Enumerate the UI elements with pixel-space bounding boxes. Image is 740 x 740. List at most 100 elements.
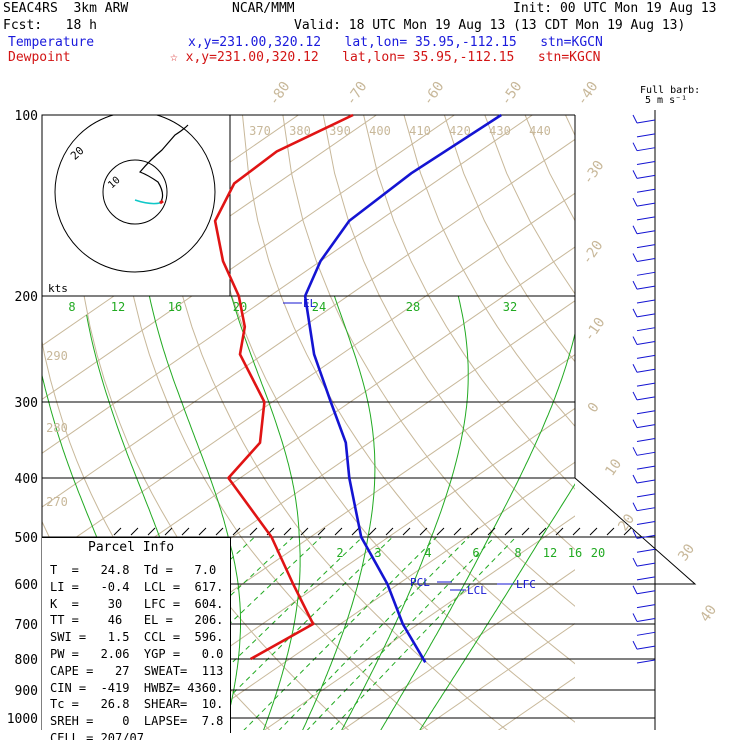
theta-label: 390 bbox=[329, 124, 351, 138]
parcel-info-title: Parcel Info bbox=[88, 540, 175, 555]
mixing-ratio-label: 12 bbox=[111, 300, 125, 314]
wind-barb-shaft bbox=[636, 576, 656, 581]
wind-barb-shaft bbox=[636, 465, 656, 470]
pressure-tick-label: 1000 bbox=[7, 712, 38, 727]
hatch-mark bbox=[113, 527, 122, 536]
isotherm-label: 40 bbox=[697, 602, 720, 625]
hatch-mark bbox=[283, 527, 292, 536]
wind-barb-flag bbox=[632, 114, 638, 124]
temperature-legend-label: Temperature bbox=[8, 35, 95, 50]
wind-barb-shaft bbox=[636, 617, 656, 622]
temperature-profile bbox=[303, 113, 502, 663]
model-label: SEAC4RS 3km ARW bbox=[3, 1, 129, 16]
wind-barb-shaft bbox=[636, 188, 656, 193]
hatch-mark bbox=[181, 527, 190, 536]
wind-barb-shaft bbox=[636, 562, 656, 567]
mixing-ratio-label: 8 bbox=[68, 300, 75, 314]
parcel-info-row: CAPE = 27 SWEAT= 113 bbox=[50, 663, 224, 678]
pressure-tick-label: 600 bbox=[15, 578, 38, 593]
theta-side-label: 280 bbox=[46, 421, 68, 435]
dry-adiabat-line bbox=[565, 115, 575, 137]
hatch-mark bbox=[232, 527, 241, 536]
valid-time: Valid: 18 UTC Mon 19 Aug 13 (13 CDT Mon … bbox=[294, 18, 686, 33]
wind-barb-flag bbox=[632, 585, 638, 594]
parcel-info-row: TT = 46 EL = 206. bbox=[50, 613, 224, 628]
wind-barb bbox=[636, 382, 656, 387]
theta-label: 400 bbox=[369, 124, 391, 138]
wind-barb-flag bbox=[632, 391, 638, 401]
hatch-mark bbox=[538, 527, 547, 536]
isotherm-line bbox=[419, 622, 575, 730]
wind-barb bbox=[632, 336, 656, 346]
hodograph-storm-motion bbox=[159, 199, 164, 205]
wind-barb-shaft bbox=[636, 327, 656, 332]
wind-barb-flag bbox=[632, 253, 638, 262]
wind-barb bbox=[632, 585, 656, 595]
wind-barb-shaft bbox=[636, 521, 656, 526]
wind-barb bbox=[632, 447, 656, 456]
isotherm-line bbox=[42, 192, 575, 562]
wind-barb bbox=[632, 502, 656, 512]
wind-barb-shaft bbox=[636, 410, 656, 415]
wind-barb bbox=[636, 299, 656, 304]
wind-barb bbox=[636, 493, 656, 498]
lfc-level-label: LFC bbox=[516, 578, 536, 591]
dry-adiabat-line bbox=[606, 115, 740, 731]
wind-barb-shaft bbox=[636, 147, 656, 152]
inset-border bbox=[574, 477, 697, 585]
dewpoint-profile bbox=[213, 113, 354, 661]
hatch-mark bbox=[453, 527, 462, 536]
isotherm-label: -40 bbox=[574, 79, 602, 109]
mixing-ratio-line bbox=[330, 536, 517, 730]
parcel-info-row: LI = -0.4 LCL = 617. bbox=[50, 579, 224, 594]
wind-barb bbox=[636, 327, 656, 332]
hatch-mark bbox=[147, 527, 156, 536]
hatch-mark bbox=[249, 527, 258, 536]
wind-barb bbox=[636, 271, 656, 276]
wind-barb bbox=[636, 659, 656, 664]
wind-barb bbox=[636, 410, 656, 415]
isotherm-line bbox=[341, 569, 575, 730]
wind-barb-shaft bbox=[636, 285, 656, 290]
wind-barb-flag bbox=[632, 170, 638, 179]
isotherm-line bbox=[42, 115, 455, 401]
pressure-tick-label: 300 bbox=[15, 396, 38, 411]
wind-barb bbox=[632, 391, 656, 401]
mixing-ratio-label: 6 bbox=[472, 546, 479, 560]
mixing-ratio-line bbox=[306, 536, 496, 730]
wind-barb-flag bbox=[632, 419, 638, 428]
isotherm-label: -80 bbox=[266, 79, 294, 109]
wind-barb bbox=[636, 465, 656, 470]
isotherm-label: 20 bbox=[615, 511, 638, 534]
wind-barb-shaft bbox=[636, 368, 656, 373]
wind-barb-shaft bbox=[636, 534, 656, 539]
pressure-tick-label: 700 bbox=[15, 618, 38, 633]
parcel-info-box: Parcel Info T = 24.8 Td = 7.0 LI = -0.4 L… bbox=[42, 537, 231, 740]
mixing-ratio-label: 8 bbox=[514, 546, 521, 560]
dry-adiabat-line bbox=[242, 115, 575, 665]
hatch-mark bbox=[572, 527, 581, 536]
wind-barb bbox=[636, 161, 656, 166]
isotherm-label: 0 bbox=[585, 400, 603, 416]
mixing-ratio-label: 12 bbox=[543, 546, 557, 560]
mixing-ratio-label: 24 bbox=[312, 300, 326, 314]
mixing-ratio-line bbox=[162, 536, 363, 730]
wind-barb bbox=[636, 133, 656, 138]
wind-barb-flag bbox=[632, 557, 638, 567]
wind-barb bbox=[636, 244, 656, 249]
hodograph-box bbox=[41, 114, 231, 297]
wind-barb-flag bbox=[632, 336, 638, 345]
parcel-info-row: T = 24.8 Td = 7.0 bbox=[50, 563, 217, 577]
wind-barb-shaft bbox=[636, 202, 656, 207]
init-time: Init: 00 UTC Mon 19 Aug 13 bbox=[513, 1, 717, 16]
dry-adiabat-line bbox=[161, 115, 508, 730]
moist-adiabat-line bbox=[341, 295, 469, 730]
hatch-mark bbox=[402, 527, 411, 536]
moist-adiabat-line bbox=[380, 331, 575, 730]
isotherm-line bbox=[42, 115, 533, 454]
wind-barb-shaft bbox=[636, 299, 656, 304]
dry-adiabat-line bbox=[687, 115, 740, 731]
wind-barb bbox=[636, 576, 656, 581]
wind-barb-shaft bbox=[636, 659, 656, 664]
wind-barb-shaft bbox=[636, 590, 656, 595]
